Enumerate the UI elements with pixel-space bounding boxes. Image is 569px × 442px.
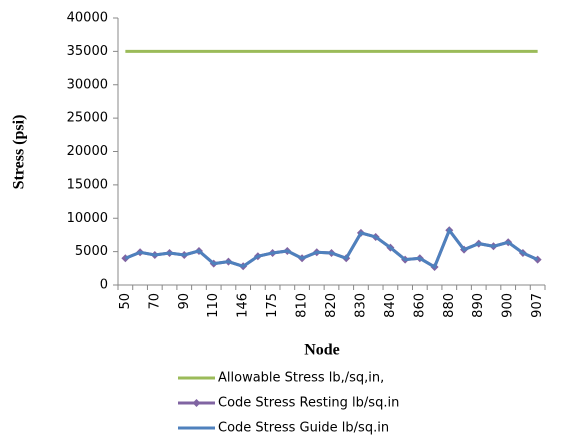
x-tick-label: 907 (530, 293, 545, 318)
y-tick-label: 40000 (67, 11, 108, 26)
x-axis-title: Node (304, 342, 340, 359)
x-tick-label: 880 (442, 293, 457, 318)
y-tick-label: 30000 (67, 77, 108, 92)
y-tick-label: 0 (100, 278, 108, 293)
y-tick-label: 10000 (67, 211, 108, 226)
x-tick-label: 830 (353, 293, 368, 318)
x-tick-label: 840 (383, 293, 398, 318)
series-line (124, 227, 539, 270)
x-tick-label: 146 (236, 293, 251, 318)
y-tick-label: 25000 (67, 111, 108, 126)
y-axis-title: Stress (psi) (11, 115, 28, 190)
x-tick-label: 900 (501, 293, 516, 318)
y-tick-label: 5000 (75, 244, 108, 259)
y-tick-label: 15000 (67, 177, 108, 192)
legend-marker (192, 399, 201, 407)
y-tick-label: 35000 (67, 44, 108, 59)
x-tick-label: 860 (412, 293, 427, 318)
x-tick-label: 110 (206, 293, 221, 318)
y-tick-label: 20000 (67, 144, 108, 159)
x-tick-label: 70 (147, 293, 162, 310)
legend-label: Code Stress Resting lb/sq.in (218, 396, 399, 411)
x-tick-label: 175 (265, 293, 280, 318)
x-tick-label: 810 (295, 293, 310, 318)
x-tick-label: 50 (118, 293, 133, 310)
legend-label: Allowable Stress lb,/sq,in, (218, 371, 384, 386)
x-tick-label: 820 (324, 293, 339, 318)
x-tick-label: 890 (471, 293, 486, 318)
legend-label: Code Stress Guide lb/sq.in (218, 421, 389, 436)
series-line (124, 227, 539, 270)
x-tick-label: 90 (177, 293, 192, 310)
